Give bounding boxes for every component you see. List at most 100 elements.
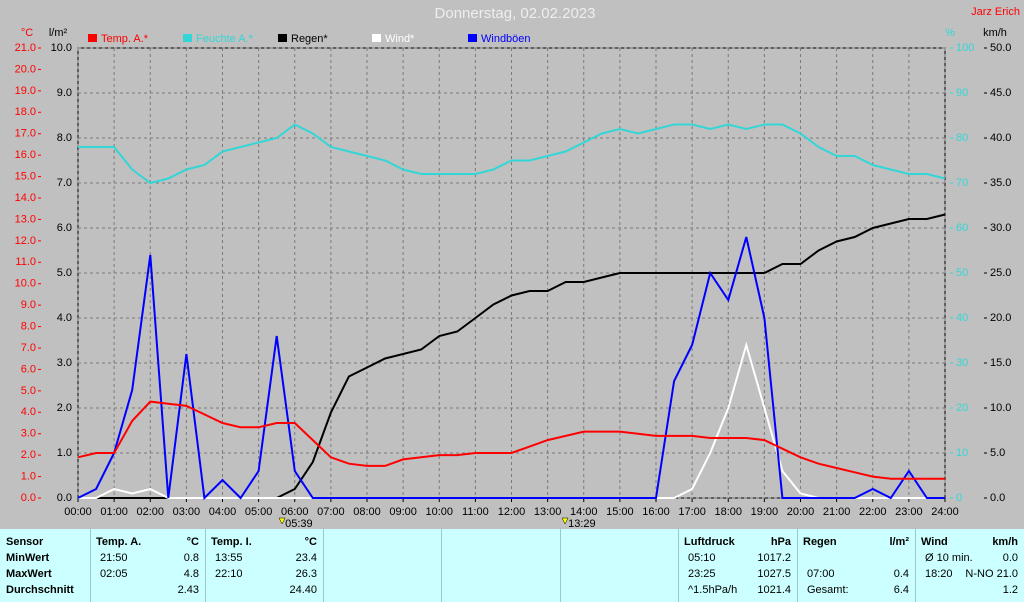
- y-tick-label: 4.0: [21, 406, 36, 418]
- table-separator: [205, 529, 206, 602]
- y-tick-label: 12.0: [15, 235, 36, 247]
- y4-tick-label: 0.0: [990, 492, 1005, 504]
- y-tick-label: 3.0: [21, 428, 36, 440]
- y-tick-label: 5.0: [21, 385, 36, 397]
- table-cell: km/h: [992, 536, 1018, 548]
- y-tick-label: 18.0: [15, 106, 36, 118]
- sun-marker: [278, 517, 286, 525]
- y-tick-label: 8.0: [21, 320, 36, 332]
- x-tick-label: 10:00: [425, 506, 453, 518]
- x-tick-label: 12:00: [498, 506, 526, 518]
- y-tick-label: 13.0: [15, 213, 36, 225]
- x-tick-label: 13:00: [534, 506, 562, 518]
- y4-tick-label: 30.0: [990, 222, 1011, 234]
- legend-swatch: [372, 34, 381, 42]
- table-cell: 2.43: [177, 584, 199, 596]
- y4-tick-label: 25.0: [990, 267, 1011, 279]
- table-cell: 1017.2: [757, 552, 791, 564]
- table-cell: 6.4: [893, 584, 909, 596]
- table-cell: 1027.5: [757, 568, 791, 580]
- table-cell: l/m²: [889, 536, 909, 548]
- x-tick-label: 08:00: [353, 506, 381, 518]
- y2-tick-label: 7.0: [57, 177, 72, 189]
- y2-tick-label: 8.0: [57, 132, 72, 144]
- table-cell: Luftdruck: [684, 536, 735, 548]
- table-cell: Gesamt:: [807, 584, 849, 596]
- y2-axis-label: l/m²: [49, 27, 68, 39]
- author: Jarz Erich: [971, 6, 1020, 18]
- y-tick-label: 7.0: [21, 342, 36, 354]
- chart-title: Donnerstag, 02.02.2023: [435, 5, 596, 22]
- y3-tick-label: 0: [956, 492, 962, 504]
- x-tick-label: 15:00: [606, 506, 634, 518]
- y3-axis-label: %: [945, 27, 955, 39]
- x-tick-label: 02:00: [136, 506, 164, 518]
- table-cell: 24.40: [289, 584, 317, 596]
- table-separator: [678, 529, 679, 602]
- table-cell: 07:00: [807, 568, 835, 580]
- x-tick-label: 05:00: [245, 506, 273, 518]
- y-tick-label: 2.0: [21, 449, 36, 461]
- chart: Donnerstag, 02.02.2023 Jarz Erich °C l/m…: [15, 5, 1020, 529]
- table-separator: [323, 529, 324, 602]
- y3-tick-label: 20: [956, 402, 968, 414]
- table-cell: 0.4: [893, 568, 909, 580]
- y3-tick-label: 30: [956, 357, 968, 369]
- y4-axis-label: km/h: [983, 27, 1007, 39]
- table-cell: Sensor: [6, 536, 44, 548]
- series-line: [77, 400, 945, 480]
- y2-tick-label: 2.0: [57, 402, 72, 414]
- table-cell: 23.4: [295, 552, 317, 564]
- y2-tick-label: 0.0: [57, 492, 72, 504]
- y-tick-label: 14.0: [15, 192, 36, 204]
- x-tick-label: 24:00: [931, 506, 959, 518]
- table-cell: 1021.4: [757, 584, 791, 596]
- table-separator: [915, 529, 916, 602]
- table-separator: [90, 529, 91, 602]
- table-cell: 05:10: [688, 552, 716, 564]
- table-cell: 1.2: [1002, 584, 1018, 596]
- y-tick-label: 11.0: [15, 256, 36, 268]
- table-cell: 23:25: [688, 568, 716, 580]
- y4-tick-label: 50.0: [990, 42, 1011, 54]
- table-cell: 18:20: [925, 568, 953, 580]
- table-cell: 21:50: [100, 552, 128, 564]
- y-tick-label: 20.0: [15, 63, 36, 75]
- x-tick-label: 07:00: [317, 506, 345, 518]
- x-tick-label: 00:00: [64, 506, 92, 518]
- x-tick-label: 22:00: [859, 506, 887, 518]
- table-cell: 26.3: [295, 568, 317, 580]
- y-tick-label: 19.0: [15, 85, 36, 97]
- y2-tick-label: 3.0: [57, 357, 72, 369]
- legend-swatch: [468, 34, 477, 42]
- y-axis-label: °C: [21, 27, 33, 39]
- table-separator: [797, 529, 798, 602]
- x-tick-label: 23:00: [895, 506, 923, 518]
- legend-swatch: [278, 34, 287, 42]
- x-tick-label: 21:00: [823, 506, 851, 518]
- y-tick-label: 9.0: [21, 299, 36, 311]
- legend-label: Windböen: [481, 33, 531, 45]
- x-tick-label: 11:00: [462, 506, 489, 518]
- x-tick-label: 01:00: [100, 506, 128, 518]
- table-separator: [441, 529, 442, 602]
- y2-tick-label: 5.0: [57, 267, 72, 279]
- legend-swatch: [183, 34, 192, 42]
- y3-tick-label: 60: [956, 222, 968, 234]
- y4-tick-label: 15.0: [990, 357, 1011, 369]
- x-tick-label: 20:00: [787, 506, 815, 518]
- y3-tick-label: 50: [956, 267, 968, 279]
- sun-marker: [561, 517, 569, 525]
- y2-tick-label: 9.0: [57, 87, 72, 99]
- y4-tick-label: 35.0: [990, 177, 1011, 189]
- y3-tick-label: 40: [956, 312, 968, 324]
- y-tick-label: 21.0: [15, 42, 36, 54]
- y-tick-label: 1.0: [21, 470, 36, 482]
- y-tick-label: 0.0: [21, 492, 36, 504]
- table-cell: Wind: [921, 536, 948, 548]
- table-cell: hPa: [770, 536, 791, 548]
- y-tick-label: 15.0: [15, 170, 36, 182]
- legend-label: Regen*: [291, 33, 328, 45]
- y4-tick-label: 5.0: [990, 447, 1005, 459]
- table-cell: Regen: [803, 536, 837, 548]
